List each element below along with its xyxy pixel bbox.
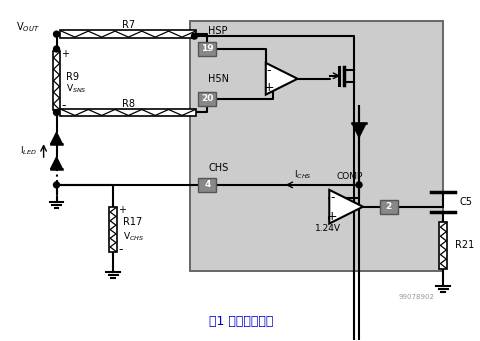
Text: R21: R21	[454, 240, 473, 250]
Polygon shape	[329, 190, 362, 224]
Text: C5: C5	[458, 197, 471, 207]
Bar	[438, 222, 446, 269]
Circle shape	[53, 31, 60, 37]
Text: HSP: HSP	[208, 26, 228, 36]
Bar	[198, 92, 216, 105]
Text: COMP: COMP	[336, 173, 362, 181]
Bar	[52, 51, 60, 110]
Text: 19: 19	[201, 44, 213, 54]
Text: I$_{LED}$: I$_{LED}$	[20, 144, 36, 157]
Text: +: +	[118, 205, 126, 215]
Polygon shape	[50, 132, 62, 144]
Text: +: +	[326, 210, 337, 223]
Text: 4: 4	[204, 180, 210, 189]
Text: I$_{CHS}$: I$_{CHS}$	[293, 169, 311, 181]
Text: V$_{CHS}$: V$_{CHS}$	[123, 230, 144, 243]
Bar	[60, 108, 196, 116]
Text: -: -	[61, 99, 66, 112]
Bar	[198, 42, 216, 56]
Text: H5N: H5N	[208, 74, 229, 84]
Text: -: -	[118, 243, 122, 256]
Polygon shape	[50, 157, 62, 169]
Circle shape	[53, 46, 60, 52]
Text: 1.24V: 1.24V	[314, 224, 341, 233]
Bar	[109, 207, 117, 252]
Bar	[190, 21, 443, 271]
Polygon shape	[265, 63, 297, 94]
Circle shape	[191, 33, 197, 39]
Text: 99078902: 99078902	[398, 294, 433, 300]
Text: 2: 2	[385, 202, 391, 211]
Text: R7: R7	[121, 20, 135, 30]
Polygon shape	[351, 123, 365, 137]
Circle shape	[53, 182, 60, 188]
Circle shape	[355, 182, 361, 188]
Bar	[198, 178, 216, 192]
Text: +: +	[61, 49, 69, 59]
Circle shape	[53, 109, 60, 116]
Text: 20: 20	[201, 94, 213, 103]
Text: -: -	[266, 64, 270, 77]
Bar	[379, 200, 397, 214]
Text: R8: R8	[121, 99, 134, 108]
Text: R17: R17	[123, 217, 142, 226]
Text: V$_{SNS}$: V$_{SNS}$	[66, 83, 87, 95]
Text: CHS: CHS	[208, 163, 228, 173]
Text: 图1 上管采样电路: 图1 上管采样电路	[208, 315, 273, 328]
Text: -: -	[329, 191, 334, 204]
Text: +: +	[263, 81, 274, 94]
Text: R9: R9	[66, 72, 79, 82]
Bar	[60, 30, 196, 38]
Text: V$_{OUT}$: V$_{OUT}$	[16, 20, 39, 34]
